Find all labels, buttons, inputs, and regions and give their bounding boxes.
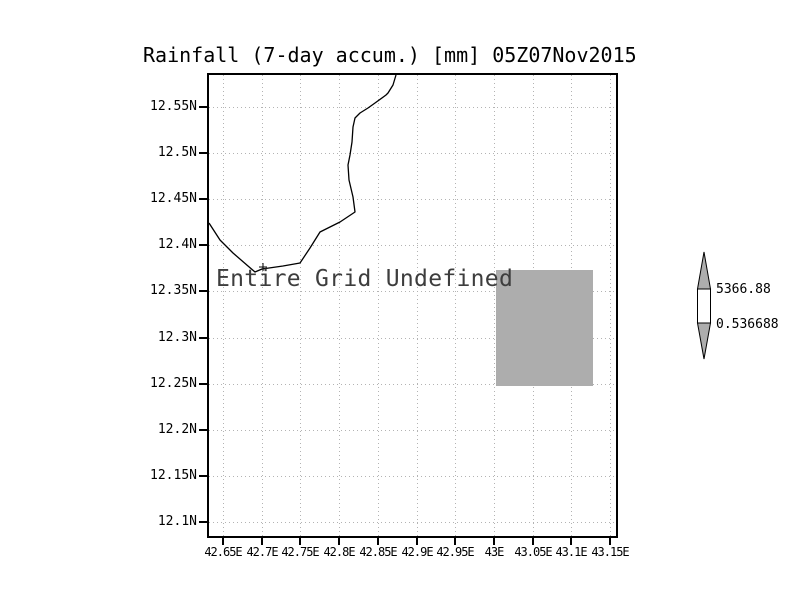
- y-axis-label: 12.4N: [157, 237, 197, 252]
- y-axis-label: 12.35N: [150, 283, 197, 298]
- y-tick-mark: [199, 290, 207, 292]
- x-tick-mark: [570, 538, 572, 545]
- y-axis-label: 12.3N: [157, 330, 197, 345]
- plot-frame: Entire Grid Undefined: [207, 73, 618, 538]
- colorbar-upper-arrow: [696, 251, 712, 290]
- lat-gridline: [209, 522, 616, 523]
- lon-gridline: [339, 75, 340, 536]
- x-axis-label: 42.95E: [436, 545, 474, 559]
- y-axis-label: 12.1N: [157, 514, 197, 529]
- lon-gridline: [455, 75, 456, 536]
- lat-gridline: [209, 338, 616, 339]
- x-tick-mark: [493, 538, 495, 545]
- x-axis-label: 43E: [484, 545, 505, 559]
- lon-gridline: [417, 75, 418, 536]
- x-tick-mark: [609, 538, 611, 545]
- x-tick-mark: [261, 538, 263, 545]
- colorbar-max-label: 5366.88: [716, 282, 771, 297]
- x-tick-mark: [454, 538, 456, 545]
- lon-gridline: [223, 75, 224, 536]
- y-tick-mark: [199, 106, 207, 108]
- lon-gridline: [262, 75, 263, 536]
- lat-gridline: [209, 291, 616, 292]
- y-tick-mark: [199, 521, 207, 523]
- y-tick-mark: [199, 475, 207, 477]
- lon-gridline: [610, 75, 611, 536]
- x-tick-mark: [532, 538, 534, 545]
- colorbar: [696, 251, 712, 360]
- y-axis-label: 12.45N: [150, 191, 197, 206]
- y-tick-mark: [199, 198, 207, 200]
- y-tick-mark: [199, 244, 207, 246]
- y-axis-label: 12.15N: [150, 468, 197, 483]
- lat-gridline: [209, 107, 616, 108]
- colorbar-lower-arrow: [696, 322, 712, 360]
- x-tick-mark: [222, 538, 224, 545]
- y-tick-mark: [199, 152, 207, 154]
- lon-gridline: [300, 75, 301, 536]
- x-axis-label: 42.85E: [359, 545, 397, 559]
- lat-gridline: [209, 430, 616, 431]
- y-axis-label: 12.55N: [150, 99, 197, 114]
- y-axis-label: 12.5N: [157, 145, 197, 160]
- x-axis-label: 42.65E: [204, 545, 242, 559]
- colorbar-min-label: 0.536688: [716, 317, 779, 332]
- lon-gridline: [378, 75, 379, 536]
- x-axis-label: 42.75E: [281, 545, 319, 559]
- y-axis-label: 12.2N: [157, 422, 197, 437]
- colorbar-box: [697, 288, 711, 324]
- x-axis-label: 42.9E: [401, 545, 433, 559]
- y-axis-label: 12.25N: [150, 376, 197, 391]
- y-tick-mark: [199, 429, 207, 431]
- x-axis-label: 43.05E: [514, 545, 552, 559]
- undefined-grid-message: Entire Grid Undefined: [216, 266, 514, 292]
- x-axis-label: 43.15E: [591, 545, 629, 559]
- lat-gridline: [209, 245, 616, 246]
- x-axis-label: 43.1E: [555, 545, 587, 559]
- y-tick-mark: [199, 383, 207, 385]
- x-tick-mark: [377, 538, 379, 545]
- coastline-map: [209, 75, 397, 273]
- x-axis-label: 42.7E: [246, 545, 278, 559]
- y-tick-mark: [199, 337, 207, 339]
- lat-gridline: [209, 153, 616, 154]
- lat-gridline: [209, 384, 616, 385]
- x-axis-label: 42.8E: [323, 545, 355, 559]
- undefined-region-shading: [496, 270, 593, 386]
- coastline-cross-marker: [259, 263, 267, 271]
- x-tick-mark: [338, 538, 340, 545]
- lat-gridline: [209, 199, 616, 200]
- lat-gridline: [209, 476, 616, 477]
- plot-title: Rainfall (7-day accum.) [mm] 05Z07Nov201…: [143, 43, 637, 67]
- x-tick-mark: [416, 538, 418, 545]
- x-tick-mark: [299, 538, 301, 545]
- lon-gridline: [494, 75, 495, 536]
